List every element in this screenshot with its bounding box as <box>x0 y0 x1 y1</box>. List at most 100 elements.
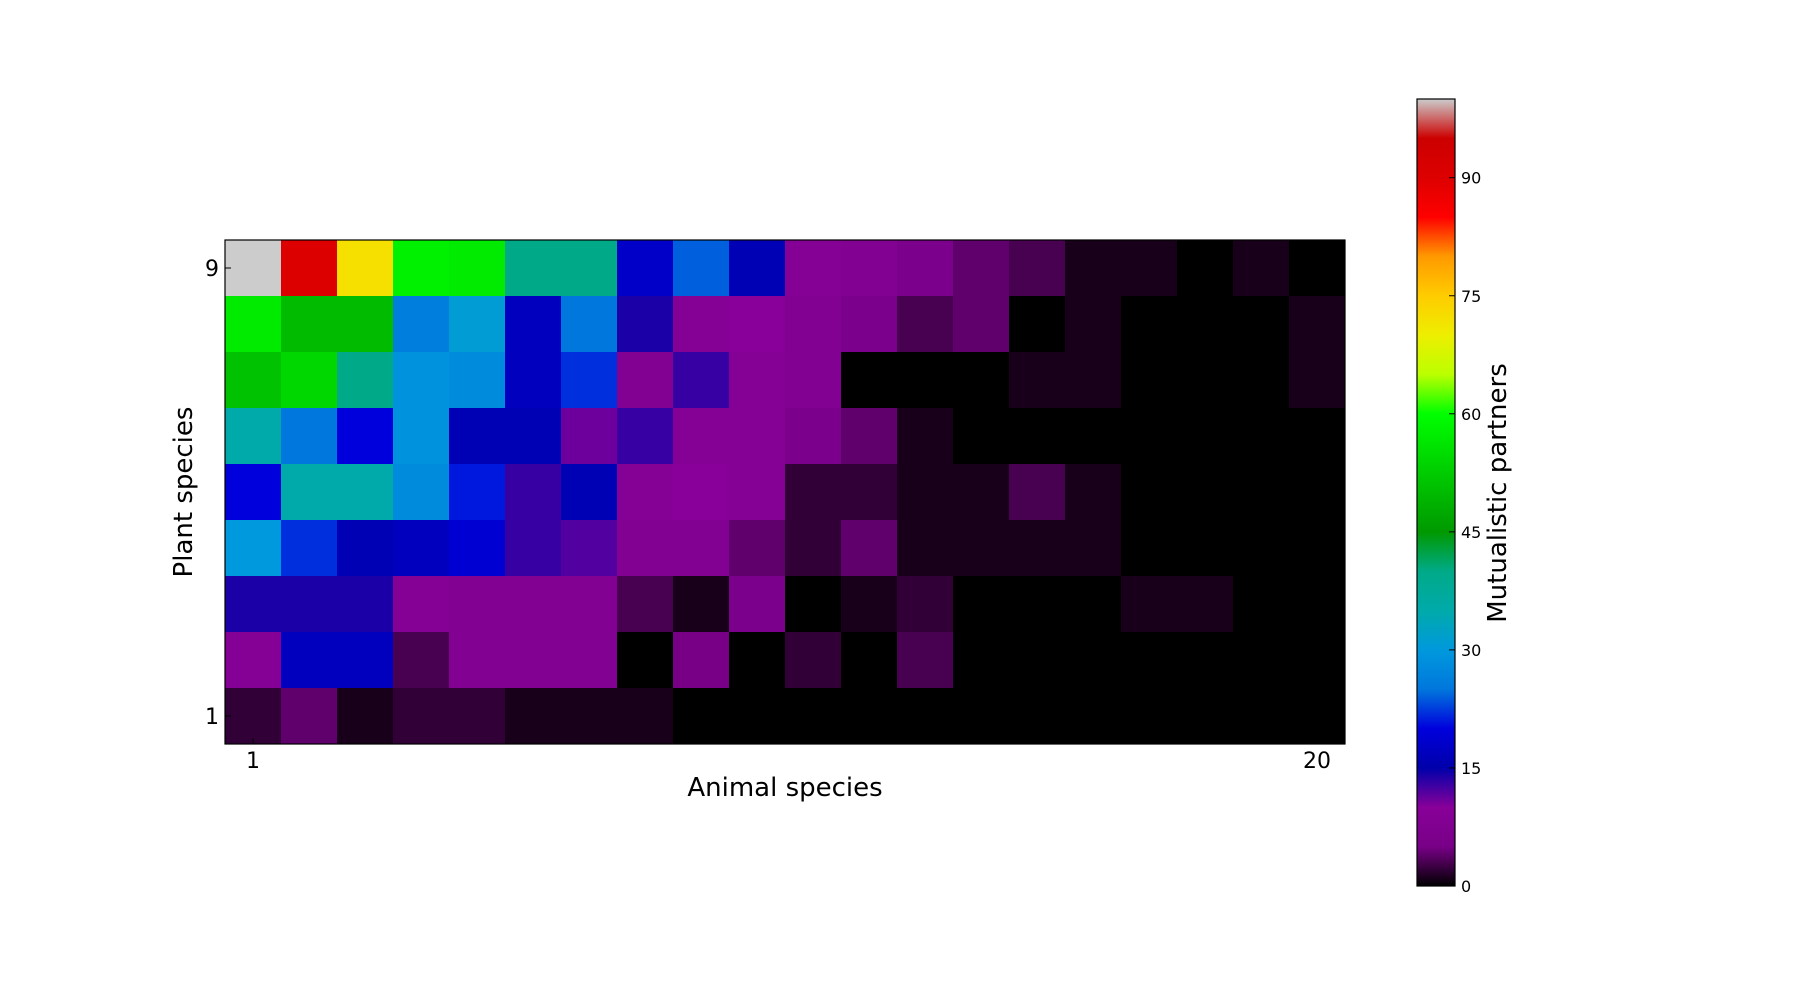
heatmap-cell <box>281 296 338 353</box>
heatmap-cell <box>505 688 562 745</box>
heatmap-cell <box>673 240 730 297</box>
heatmap-cell <box>561 632 618 689</box>
heatmap-cell <box>225 352 282 409</box>
heatmap-cell <box>1233 632 1290 689</box>
heatmap-cell <box>1121 520 1178 577</box>
heatmap-cell <box>449 464 506 521</box>
heatmap-cell <box>449 408 506 465</box>
heatmap-cell <box>617 464 674 521</box>
x-tick-label-last: 20 <box>1303 749 1331 774</box>
heatmap-cell <box>841 240 898 297</box>
heatmap-cell <box>1233 688 1290 745</box>
heatmap-cell <box>505 296 562 353</box>
heatmap-cell <box>337 688 394 745</box>
heatmap-cell <box>729 464 786 521</box>
heatmap-cell <box>337 352 394 409</box>
heatmap-cell <box>281 520 338 577</box>
heatmap-cell <box>1065 576 1122 633</box>
heatmap-cell <box>449 296 506 353</box>
heatmap-cell <box>785 352 842 409</box>
heatmap-cell <box>1121 576 1178 633</box>
heatmap-cell <box>785 688 842 745</box>
colorbar-label: Mutualistic partners <box>1483 363 1513 623</box>
heatmap-cell <box>1289 464 1346 521</box>
heatmap-cell <box>1289 520 1346 577</box>
heatmap-cell <box>1121 632 1178 689</box>
heatmap-cell <box>1009 520 1066 577</box>
colorbar-tick-label: 75 <box>1461 287 1481 306</box>
heatmap-cell <box>841 632 898 689</box>
heatmap-cell <box>897 408 954 465</box>
heatmap-cell <box>1289 296 1346 353</box>
y-tick-label-bottom: 1 <box>205 705 219 730</box>
heatmap-cell <box>785 240 842 297</box>
heatmap-cell <box>1289 240 1346 297</box>
heatmap-cell <box>1233 352 1290 409</box>
heatmap-cell <box>729 352 786 409</box>
heatmap-cell <box>785 520 842 577</box>
heatmap-cell <box>953 464 1010 521</box>
heatmap-cell <box>1065 464 1122 521</box>
heatmap-cell <box>953 352 1010 409</box>
heatmap-cell <box>561 688 618 745</box>
heatmap-cell <box>841 408 898 465</box>
heatmap-cell <box>673 464 730 521</box>
colorbar-tick-label: 60 <box>1461 405 1481 424</box>
heatmap-cell <box>617 632 674 689</box>
heatmap-cell <box>729 240 786 297</box>
heatmap-cell <box>281 632 338 689</box>
colorbar-tick-label: 90 <box>1461 169 1481 188</box>
heatmap-cell <box>729 688 786 745</box>
heatmap-cell <box>841 464 898 521</box>
heatmap-cell <box>225 464 282 521</box>
heatmap-cell <box>505 464 562 521</box>
heatmap-cell <box>841 296 898 353</box>
heatmap-cell <box>225 632 282 689</box>
heatmap-cell <box>1009 352 1066 409</box>
heatmap-cell <box>1289 632 1346 689</box>
heatmap-cell <box>393 352 450 409</box>
heatmap-cell <box>1065 632 1122 689</box>
heatmap-cell <box>449 576 506 633</box>
colorbar-tick-label: 45 <box>1461 523 1481 542</box>
heatmap-cell <box>897 240 954 297</box>
heatmap-cell <box>673 296 730 353</box>
heatmap-cell <box>617 240 674 297</box>
heatmap-cell <box>337 520 394 577</box>
heatmap-cell <box>561 408 618 465</box>
heatmap-cell <box>505 520 562 577</box>
heatmap-cell <box>897 520 954 577</box>
y-tick-label-top: 9 <box>205 257 219 282</box>
heatmap-cell <box>281 408 338 465</box>
heatmap-cell <box>337 576 394 633</box>
heatmap-cell <box>617 688 674 745</box>
heatmap-cell <box>561 296 618 353</box>
heatmap-cell <box>673 632 730 689</box>
y-axis-label: Plant species <box>169 407 199 578</box>
heatmap-cell <box>729 296 786 353</box>
colorbar-ticks: 0 15 30 45 60 75 90 <box>1449 169 1481 896</box>
heatmap-cell <box>1065 688 1122 745</box>
heatmap-cell <box>1065 520 1122 577</box>
heatmap-cell <box>393 576 450 633</box>
heatmap-cell <box>897 464 954 521</box>
heatmap-cell <box>393 296 450 353</box>
heatmap-cell <box>281 240 338 297</box>
heatmap-cell <box>617 352 674 409</box>
heatmap-cell <box>785 296 842 353</box>
heatmap-cell <box>1177 632 1234 689</box>
heatmap-cell <box>1065 352 1122 409</box>
heatmap-cell <box>617 520 674 577</box>
heatmap-cell <box>449 688 506 745</box>
heatmap-cell <box>449 520 506 577</box>
heatmap-cell <box>617 296 674 353</box>
heatmap-cell <box>953 408 1010 465</box>
heatmap-cell <box>953 240 1010 297</box>
heatmap-cell <box>393 464 450 521</box>
heatmap-cell <box>953 520 1010 577</box>
heatmap-cell <box>1233 464 1290 521</box>
heatmap-cell <box>953 632 1010 689</box>
heatmap-cell <box>1177 296 1234 353</box>
heatmap-cell <box>393 688 450 745</box>
